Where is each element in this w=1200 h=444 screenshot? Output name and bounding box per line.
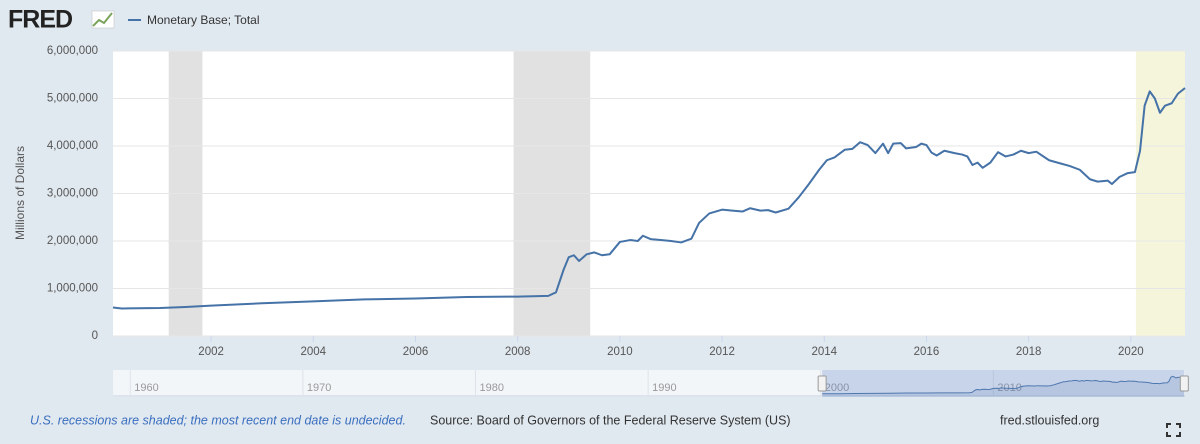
navigator-tick-label: 2000	[825, 382, 849, 394]
x-tick-label: 2012	[709, 346, 735, 358]
logo-icon	[91, 10, 115, 29]
plot-layer	[112, 50, 1186, 342]
navigator	[113, 370, 1185, 397]
series-line	[112, 87, 1186, 310]
navigator-tick-label: 1990	[652, 382, 676, 394]
source: Source: Board of Governors of the Federa…	[430, 413, 791, 427]
y-tick-label: 2,000,000	[47, 235, 98, 247]
y-axis-title: Millions of Dollars	[13, 146, 27, 240]
site-link[interactable]: fred.stlouisfed.org	[1000, 413, 1099, 427]
y-tick-label: 3,000,000	[47, 188, 98, 200]
navigator-selection	[822, 370, 1185, 397]
y-tick-label: 1,000,000	[47, 283, 98, 295]
x-tick-label: 2016	[914, 346, 940, 358]
x-tick-label: 2006	[403, 346, 429, 358]
navigator-tick-label: 1970	[307, 382, 331, 394]
x-tick-label: 2008	[505, 346, 531, 358]
navigator-line	[822, 375, 1185, 395]
x-tick-label: 2004	[301, 346, 327, 358]
navigator-tick-label: 1980	[480, 382, 504, 394]
x-tick-label: 2014	[811, 346, 837, 358]
legend-label: Monetary Base; Total	[147, 13, 260, 27]
x-tick-label: 2010	[607, 346, 633, 358]
y-tick-label: 6,000,000	[47, 45, 98, 57]
y-tick-label: 0	[92, 330, 98, 342]
x-tick-label: 2018	[1016, 346, 1042, 358]
y-tick-label: 5,000,000	[47, 93, 98, 105]
x-tick-label: 2002	[198, 346, 224, 358]
x-tick-label: 2020	[1118, 346, 1144, 358]
fullscreen-icon[interactable]	[1166, 423, 1181, 437]
recession-note: U.S. recessions are shaded; the most rec…	[30, 413, 406, 427]
navigator-handle[interactable]	[817, 375, 827, 392]
navigator-tick-label: 1960	[134, 382, 158, 394]
navigator-handle[interactable]	[1179, 375, 1189, 392]
y-tick-label: 4,000,000	[47, 140, 98, 152]
logo[interactable]: FRED	[8, 6, 73, 34]
